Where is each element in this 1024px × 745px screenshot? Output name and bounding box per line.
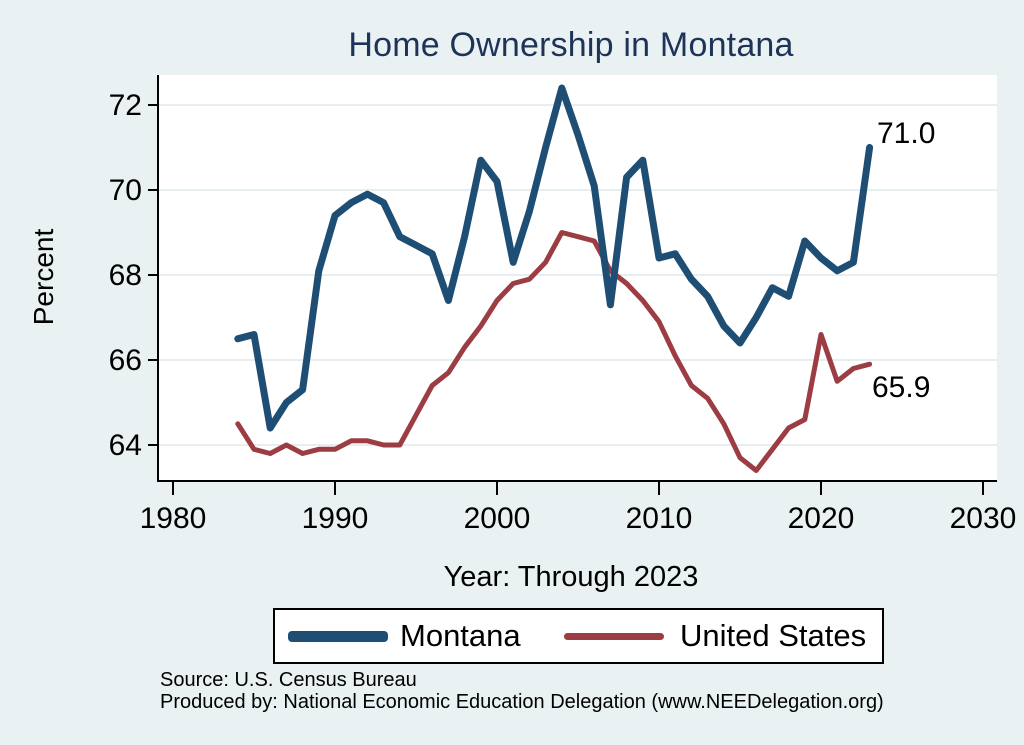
- svg-text:2020: 2020: [788, 502, 855, 535]
- svg-text:64: 64: [109, 429, 142, 462]
- legend-swatch-united-states: [564, 633, 664, 640]
- annotation-montana-end: 71.0: [877, 117, 936, 150]
- produced-by-line: Produced by: National Economic Education…: [160, 691, 884, 713]
- svg-text:66: 66: [109, 344, 142, 377]
- svg-text:1980: 1980: [140, 502, 207, 535]
- legend-label-montana: Montana: [400, 618, 521, 653]
- svg-text:1990: 1990: [302, 502, 369, 535]
- svg-text:68: 68: [109, 259, 142, 292]
- svg-text:72: 72: [109, 89, 142, 122]
- page-title: Home Ownership in Montana: [348, 26, 794, 64]
- legend: Montana United States: [273, 608, 884, 664]
- x-axis-label: Year: Through 2023: [443, 561, 699, 593]
- footer: Source: U.S. Census Bureau Produced by: …: [160, 669, 884, 713]
- legend-swatch-montana: [288, 631, 388, 642]
- source-line: Source: U.S. Census Bureau: [160, 669, 417, 691]
- svg-text:2010: 2010: [626, 502, 693, 535]
- svg-text:2000: 2000: [464, 502, 531, 535]
- legend-label-united-states: United States: [680, 618, 867, 653]
- y-axis-label: Percent: [28, 228, 59, 326]
- annotation-us-end: 65.9: [872, 371, 931, 404]
- svg-text:2030: 2030: [950, 502, 1017, 535]
- svg-text:70: 70: [109, 174, 142, 207]
